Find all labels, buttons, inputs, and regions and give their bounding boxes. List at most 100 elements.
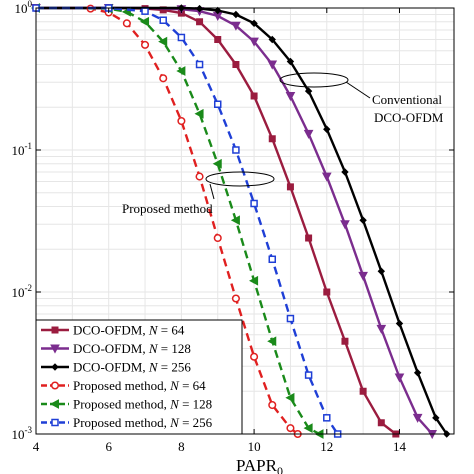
data-point: [286, 57, 295, 66]
data-point: [341, 168, 349, 176]
x-tick-label: 4: [33, 439, 40, 454]
data-point: [321, 172, 332, 182]
annotation-proposed-label: Proposed method: [122, 201, 213, 216]
legend-marker: [51, 326, 59, 334]
series-line: [36, 6, 299, 435]
data-point: [358, 271, 368, 281]
data-point: [268, 400, 277, 410]
data-point: [177, 33, 186, 42]
data-point: [286, 314, 295, 323]
data-point: [249, 37, 259, 47]
data-point: [213, 100, 222, 108]
legend-marker: [51, 418, 59, 427]
data-point: [250, 352, 259, 361]
data-point: [250, 92, 258, 100]
y-tick-label: 10-2: [12, 283, 33, 300]
data-point: [323, 414, 331, 422]
data-point: [268, 135, 276, 143]
data-point: [232, 10, 240, 19]
legend-item: Proposed method, N = 128: [41, 397, 212, 412]
x-axis-title: PAPR0: [236, 456, 283, 474]
legend-label: Proposed method, N = 256: [73, 415, 213, 430]
y-tick-label: 10-3: [12, 425, 33, 442]
legend-label: Proposed method, N = 64: [73, 378, 206, 393]
data-point: [285, 392, 295, 403]
annotation-ellipse-conventional: [279, 72, 349, 88]
data-point: [359, 387, 367, 395]
data-point: [250, 19, 258, 28]
data-point: [304, 87, 313, 95]
data-point: [413, 369, 422, 377]
data-point: [231, 21, 241, 31]
data-point: [214, 6, 222, 15]
legend-label: DCO-OFDM, N = 256: [73, 360, 191, 375]
data-point: [303, 423, 313, 433]
legend: DCO-OFDM, N = 64 DCO-OFDM, N = 128 DCO-OFD…: [35, 319, 243, 435]
annotation-ellipse-proposed: [205, 171, 275, 187]
x-tick-label: 10: [248, 439, 261, 454]
data-point: [304, 371, 313, 379]
data-point: [341, 337, 349, 345]
data-point: [213, 233, 222, 243]
data-point: [267, 60, 278, 70]
data-point: [212, 158, 222, 169]
data-point: [394, 373, 405, 383]
data-point: [139, 16, 150, 27]
annotation-pointer-conventional: [345, 81, 371, 99]
legend-item: DCO-OFDM, N = 128: [41, 341, 191, 356]
data-point: [323, 288, 331, 296]
data-point: [176, 66, 186, 76]
data-point: [158, 36, 168, 47]
data-point: [140, 40, 150, 49]
legend-box: [35, 319, 243, 435]
data-point: [323, 125, 331, 133]
data-point: [268, 35, 276, 44]
data-point: [340, 220, 350, 230]
data-point: [230, 215, 240, 226]
series-line: [36, 6, 339, 435]
legend-marker: [51, 363, 59, 371]
data-point: [285, 92, 296, 102]
data-point: [377, 419, 385, 427]
data-point: [250, 199, 258, 208]
data-point: [232, 146, 240, 154]
data-point: [305, 234, 313, 242]
data-point: [432, 414, 440, 422]
x-tick-label: 12: [320, 439, 333, 454]
data-point: [249, 275, 259, 286]
data-point: [195, 172, 204, 181]
x-tick-label: 14: [393, 439, 407, 454]
data-point: [359, 216, 367, 224]
y-tick-label: 10-1: [12, 141, 33, 158]
data-point: [232, 61, 240, 69]
data-point: [267, 336, 277, 347]
legend-label: DCO-OFDM, N = 128: [73, 341, 191, 356]
data-point: [159, 74, 168, 83]
annotation-conventional-line1: Conventional: [372, 92, 442, 107]
data-point: [303, 129, 314, 139]
legend-item: Proposed method, N = 64: [41, 378, 206, 393]
data-point: [122, 19, 131, 28]
data-point: [395, 319, 404, 328]
data-point: [268, 255, 277, 264]
legend-marker: [50, 344, 60, 354]
data-point: [141, 7, 149, 15]
data-point: [412, 413, 423, 423]
legend-marker: [50, 381, 60, 390]
data-point: [159, 16, 167, 24]
grid: [36, 8, 454, 434]
data-point: [286, 424, 295, 433]
annotation-conventional-line2: DCO-OFDM: [374, 110, 444, 125]
legend-item: Proposed method, N = 256: [41, 415, 213, 430]
data-point: [196, 18, 204, 26]
data-point: [177, 116, 186, 126]
legend-label: Proposed method, N = 128: [73, 397, 212, 412]
legend-item: DCO-OFDM, N = 256: [41, 360, 191, 375]
data-point: [286, 183, 294, 191]
annotation-conventional: Conventional DCO-OFDM: [279, 72, 444, 125]
data-point: [194, 108, 204, 119]
legend-item: DCO-OFDM, N = 64: [41, 323, 185, 338]
x-tick-label: 6: [105, 439, 112, 454]
annotation-proposed: Proposed method: [122, 171, 275, 216]
